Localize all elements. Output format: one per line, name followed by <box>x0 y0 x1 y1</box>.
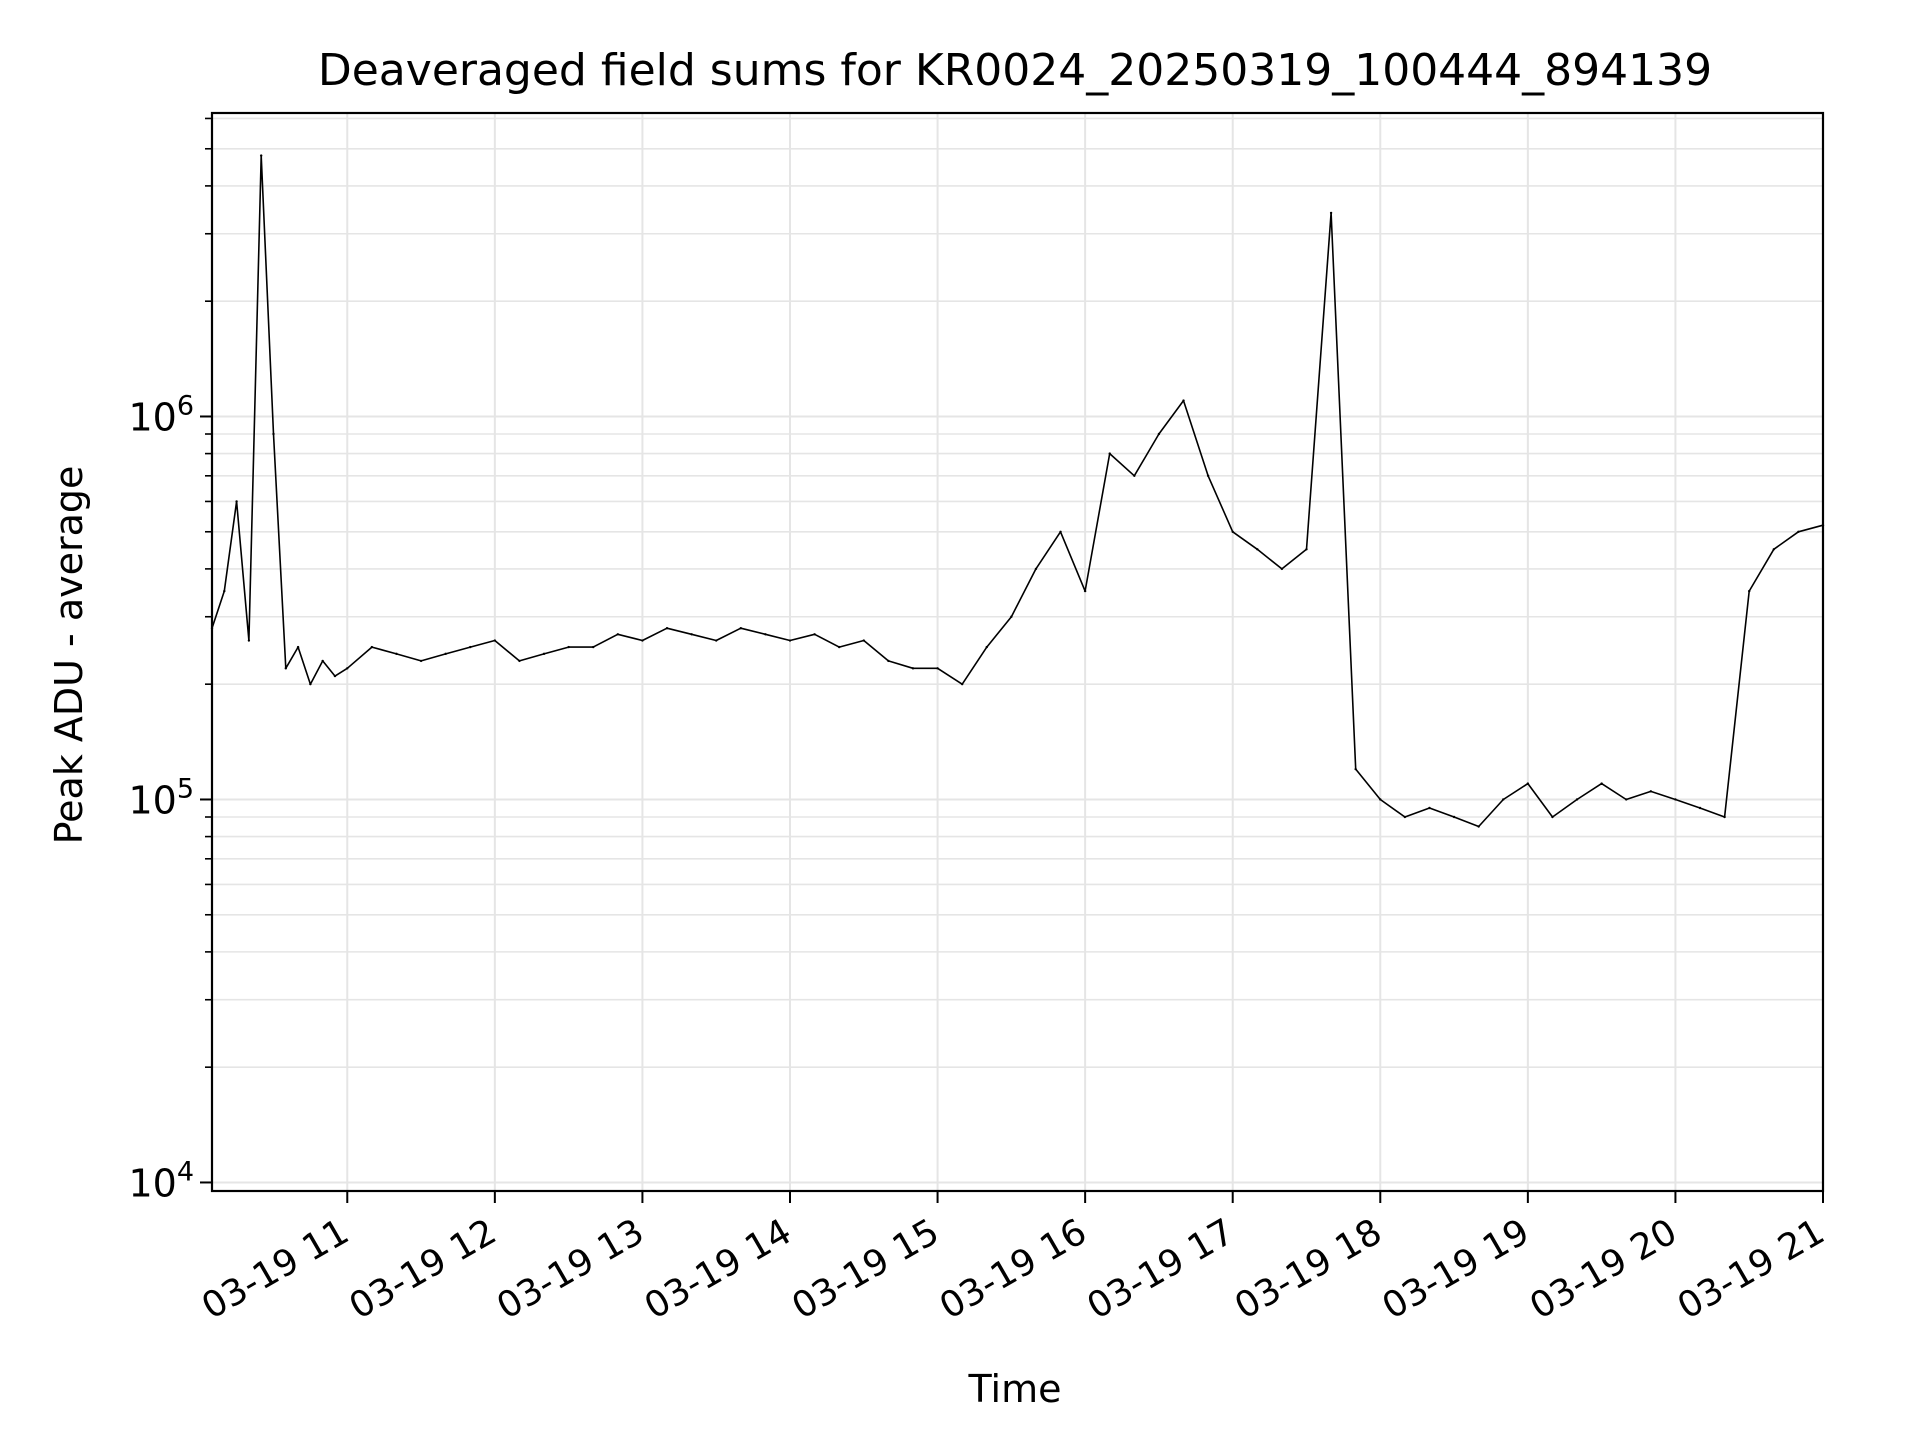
data-point <box>1157 432 1161 436</box>
data-point <box>1502 798 1505 801</box>
data-point <box>862 639 865 642</box>
y-tick-label-base: 10 <box>128 1161 176 1205</box>
data-point <box>1772 548 1776 551</box>
series-layer <box>210 154 1825 828</box>
y-tick-label: 105 <box>128 773 194 822</box>
data-point <box>665 627 669 630</box>
data-point <box>936 667 939 670</box>
data-point <box>788 639 792 642</box>
data-point <box>1428 806 1431 810</box>
data-point <box>1625 798 1628 801</box>
data-point <box>1797 530 1800 533</box>
y-tick-label: 104 <box>128 1156 194 1205</box>
data-point <box>1477 825 1480 828</box>
data-point <box>764 633 767 636</box>
data-point <box>1403 815 1407 819</box>
data-point <box>247 639 251 642</box>
data-point <box>419 659 423 663</box>
data-point <box>1182 399 1185 402</box>
data-point <box>616 633 620 636</box>
data-point <box>1010 615 1013 618</box>
data-point <box>518 659 521 663</box>
data-point <box>1329 211 1333 215</box>
data-point <box>1108 452 1111 455</box>
data-point <box>715 639 718 642</box>
data-point <box>223 589 226 593</box>
data-point <box>739 627 743 630</box>
data-point <box>1379 798 1382 801</box>
data-point <box>592 645 595 649</box>
data-point <box>1600 782 1603 785</box>
data-point <box>235 500 238 503</box>
x-axis-label: Time <box>968 1367 1062 1411</box>
data-point <box>985 645 988 649</box>
data-point <box>911 667 915 670</box>
data-point <box>1575 798 1579 801</box>
data-point <box>1083 589 1087 593</box>
data-point <box>1305 548 1308 551</box>
y-tick-label-base: 10 <box>128 778 176 822</box>
data-point <box>1133 474 1136 478</box>
data-point <box>1206 474 1210 478</box>
data-point <box>309 682 312 686</box>
data-point <box>1698 806 1702 810</box>
y-tick-label-exponent: 4 <box>177 1156 194 1187</box>
data-point <box>1452 815 1456 819</box>
grid-layer <box>212 113 1824 1191</box>
chart-title: Deaveraged field sums for KR0024_2025031… <box>318 45 1712 96</box>
data-point <box>641 639 644 642</box>
y-tick-label-exponent: 5 <box>177 773 194 804</box>
data-point <box>370 645 374 649</box>
data-series-line <box>211 154 1824 828</box>
data-point <box>1723 815 1726 819</box>
data-point <box>837 645 841 649</box>
data-point <box>1231 530 1234 533</box>
data-point <box>284 667 287 670</box>
data-point <box>333 674 337 678</box>
data-point <box>1034 567 1038 571</box>
data-point <box>469 645 472 649</box>
data-point <box>259 154 263 157</box>
data-point <box>690 633 693 636</box>
y-tick-label-exponent: 6 <box>177 390 194 421</box>
data-point <box>542 652 546 656</box>
data-point <box>1551 815 1554 819</box>
y-tick-label-base: 10 <box>128 395 176 439</box>
data-point <box>321 659 324 663</box>
data-point <box>1649 790 1653 793</box>
data-point <box>1354 767 1357 771</box>
data-point <box>296 645 300 649</box>
data-point <box>960 682 964 686</box>
data-point <box>1674 798 1677 801</box>
data-point <box>1256 548 1259 551</box>
data-point <box>887 659 890 663</box>
data-point <box>1280 567 1284 571</box>
data-point <box>444 652 447 656</box>
data-point <box>1526 782 1530 785</box>
data-point <box>395 652 398 656</box>
data-point <box>1059 530 1062 533</box>
y-tick-label: 106 <box>128 390 194 439</box>
plot-frame <box>210 111 1825 1193</box>
y-axis-label: Peak ADU - average <box>47 466 91 845</box>
data-point <box>1748 589 1751 593</box>
data-point <box>567 645 570 649</box>
data-point <box>813 633 816 636</box>
data-point <box>272 432 275 436</box>
data-point <box>346 667 349 670</box>
data-point <box>493 639 497 642</box>
